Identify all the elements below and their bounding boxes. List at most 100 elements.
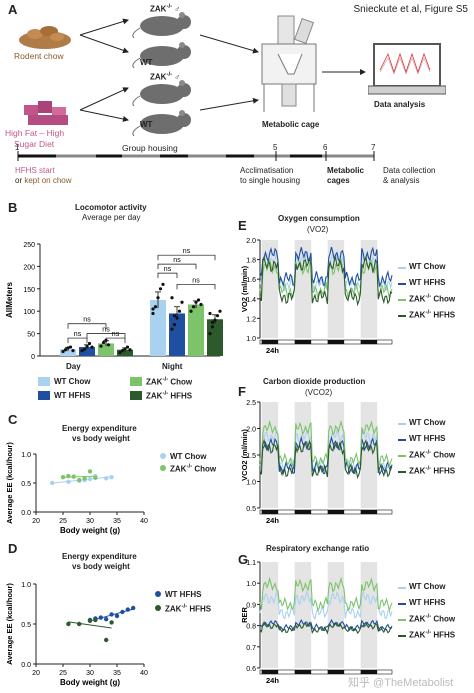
y-axis-label: Average EE (kcal/hour) (5, 583, 14, 665)
data-point (175, 316, 179, 320)
legend-label-wt-chow: WT Chow (54, 377, 91, 386)
legend-line-swatch (398, 587, 406, 589)
data-point (208, 311, 212, 316)
legend-label: WT Chow (409, 262, 446, 271)
data-point (71, 474, 77, 479)
series-line (259, 259, 393, 300)
group-housing-label: Group housing (122, 143, 178, 153)
legend-label: WT HFHS (409, 434, 446, 443)
x-tick-label: 35 (113, 518, 121, 525)
x-axis-label: 24h (266, 346, 279, 354)
dark-phase-bar (294, 670, 312, 674)
mouse-icon (132, 110, 191, 136)
y-tick-label: 0.5 (246, 506, 256, 513)
data-point (109, 620, 114, 625)
bar (60, 349, 76, 356)
y-tick-label: 2.0 (246, 238, 256, 245)
data-point (90, 345, 94, 349)
night-shading (294, 562, 312, 668)
data-point (210, 325, 215, 329)
dark-phase-bar (294, 510, 312, 514)
legend-line-swatch (398, 455, 406, 457)
night-shading (294, 402, 312, 508)
panel-a-arrows (79, 18, 366, 122)
mouse-icon (132, 12, 191, 38)
data-point (194, 300, 198, 304)
data-point (191, 305, 196, 309)
chart-c-title: Energy expenditure (62, 424, 137, 433)
significance-label: ns (83, 317, 91, 324)
timeline-tick-6: 6 (323, 143, 328, 152)
data-point (196, 298, 201, 302)
series-line (259, 419, 393, 469)
acclimatisation-label-1: Acclimatisation (240, 166, 294, 175)
legend-line-swatch (398, 635, 406, 637)
x-axis-label: 24h (266, 516, 279, 524)
night-shading (327, 562, 345, 668)
y-tick-label: 1.8 (246, 258, 256, 265)
legend-marker-wt-chow (160, 453, 166, 459)
legend-label: WT HFHS (409, 278, 446, 287)
diet-hfhs-label-1: High Fat – High (5, 128, 65, 138)
y-tick-label: 0.5 (21, 622, 31, 629)
citation: Snieckute et al, Figure S5 (353, 4, 468, 15)
rer-line-chart: 0.6 0.7 0.8 0.9 1.0 1.1 RER 24h (240, 560, 393, 684)
series-line (259, 435, 393, 476)
data-point (82, 476, 87, 481)
regression-line (68, 621, 112, 629)
legend-swatch-wt-hfhs (38, 391, 50, 400)
data-point (170, 296, 174, 300)
panel-g-letter: G (238, 552, 249, 567)
watermark: 知乎 @TheMetabolist (348, 677, 454, 689)
panel-b-letter: B (8, 200, 18, 215)
hfhs-start-label: HFHS start (15, 166, 55, 175)
chart-c-legend-wt: WT Chow (170, 452, 207, 461)
x-axis-label: Body weight (g) (60, 678, 120, 687)
data-point (99, 344, 103, 348)
legend-label: WT Chow (409, 582, 446, 591)
chart-g-title: Respiratory exchange ratio (266, 544, 370, 553)
y-tick-label: 1.4 (246, 297, 256, 304)
legend-label: ZAK-/- Chow (409, 450, 456, 460)
data-point (151, 307, 155, 311)
significance-label: ns (74, 331, 82, 338)
chart-c-legend-zak: ZAK-/- Chow (170, 464, 217, 474)
chart-e-subtitle: (VO2) (307, 225, 329, 234)
panel-a-letter: A (8, 2, 18, 17)
data-point (125, 345, 130, 349)
light-dark-bar (259, 669, 393, 675)
chart-c-legend: WT Chow ZAK-/- Chow (160, 452, 240, 476)
significance-bracket (105, 337, 126, 344)
data-point (61, 349, 65, 354)
y-tick-label: 1.0 (246, 581, 256, 588)
x-tick-label: 30 (86, 670, 94, 677)
data-point (215, 314, 220, 318)
data-point (120, 609, 125, 615)
vo2-line-chart: 1.0 1.2 1.4 1.6 1.8 2.0 VO2 (ml/min) 24h (240, 238, 393, 354)
chart-d-legend-zak: ZAK-/- HFHS (165, 604, 212, 614)
chart-b-subtitle: Average per day (82, 213, 141, 222)
y-tick-label: 0.6 (246, 666, 256, 673)
significance-label: ns (183, 248, 191, 255)
acclimatisation-label-2: to single housing (240, 176, 301, 185)
y-tick-label: 150 (23, 287, 35, 294)
series-line (259, 576, 393, 613)
wt-label-1: WT (140, 58, 153, 67)
series-line (259, 621, 393, 635)
legend-line-swatch (398, 315, 406, 317)
bar (117, 349, 133, 356)
y-axis-label: RER (240, 607, 249, 623)
x-tick-label: 40 (140, 518, 148, 525)
y-tick-label: 0.8 (246, 624, 256, 631)
legend-line-swatch (398, 283, 406, 285)
y-tick-label: 1.0 (21, 452, 31, 459)
chart-b-title: Locomotor activity (75, 203, 147, 212)
dark-phase-bar (360, 510, 378, 514)
chart-d-legend: WT HFHS ZAK-/- HFHS (155, 590, 245, 614)
mouse-icon (132, 80, 191, 106)
y-axis-label: Average EE (kcal/hour) (5, 442, 14, 524)
panel-d-letter: D (8, 541, 18, 556)
ee-chow-scatter-chart: 20 25 30 35 40 0.0 0.5 1.0 Body weight (g) Averag… (5, 442, 148, 535)
wt-label-2: WT (140, 120, 153, 129)
data-point (158, 287, 163, 291)
